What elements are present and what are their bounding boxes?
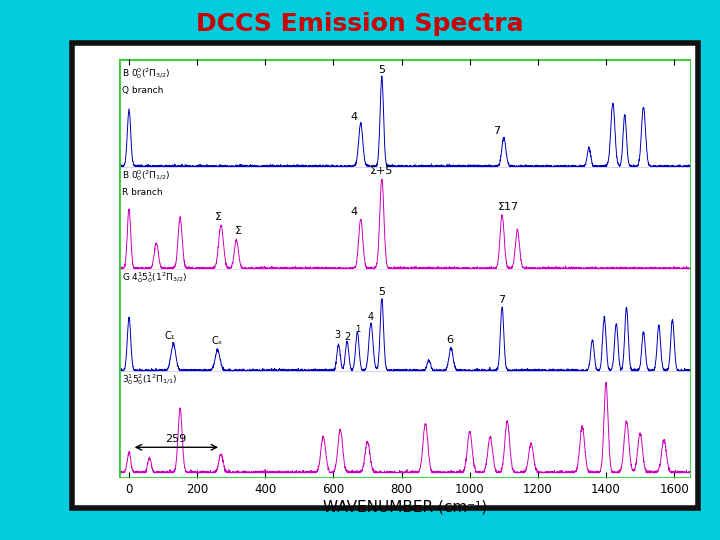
Text: B $0^0_0$($^2\Pi_{1/2}$): B $0^0_0$($^2\Pi_{1/2}$) [122,168,171,183]
Text: 2: 2 [344,332,350,342]
Text: 7: 7 [493,126,500,136]
Text: G $4^1_0 5^1_0$($1^2\Pi_{3/2}$): G $4^1_0 5^1_0$($1^2\Pi_{3/2}$) [122,271,187,286]
Text: 1: 1 [356,325,361,334]
Text: R branch: R branch [122,188,163,197]
Text: $3^1_0 5^2_0$($1^2\Pi_{1/1}$): $3^1_0 5^2_0$($1^2\Pi_{1/1}$) [122,373,178,388]
Text: Q branch: Q branch [122,86,163,95]
Text: Σ: Σ [235,226,241,236]
Text: 5: 5 [378,287,385,297]
Text: 259: 259 [166,434,186,444]
Text: 6: 6 [446,335,453,345]
Text: 3: 3 [335,330,341,340]
Text: B $0^0_0$($^2\Pi_{3/2}$): B $0^0_0$($^2\Pi_{3/2}$) [122,66,171,81]
Text: 5: 5 [378,65,385,75]
Text: C₁: C₁ [165,331,175,341]
Text: Cₓ: Cₓ [212,336,222,346]
Text: DCCS Emission Spectra: DCCS Emission Spectra [196,12,524,36]
X-axis label: WAVENUMBER (cm⁻¹): WAVENUMBER (cm⁻¹) [323,500,487,515]
Text: 4: 4 [367,312,373,322]
Text: 4: 4 [351,112,357,122]
Text: Σ: Σ [215,212,222,221]
Text: Σ17: Σ17 [498,202,520,212]
FancyBboxPatch shape [72,43,698,508]
Text: 7: 7 [498,295,505,305]
Text: 4: 4 [351,207,357,217]
Text: Σ+5: Σ+5 [370,166,394,176]
